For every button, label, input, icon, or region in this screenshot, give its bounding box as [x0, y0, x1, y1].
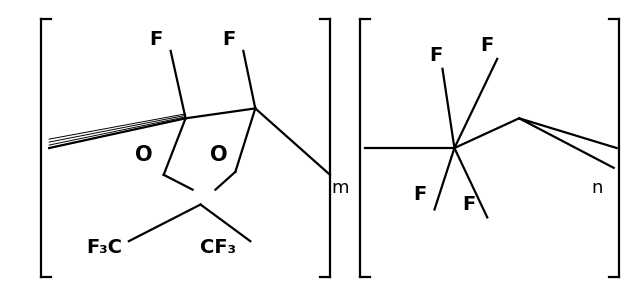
Text: F: F — [429, 46, 442, 65]
Text: CF₃: CF₃ — [200, 238, 236, 257]
Text: n: n — [591, 179, 602, 197]
Text: F: F — [481, 36, 494, 55]
Text: F: F — [222, 29, 235, 48]
Text: F₃C: F₃C — [86, 238, 122, 257]
Text: O: O — [135, 145, 152, 165]
Text: F: F — [463, 195, 476, 214]
Text: O: O — [210, 145, 227, 165]
Text: F: F — [413, 185, 426, 204]
Text: F: F — [149, 29, 163, 48]
Text: m: m — [331, 179, 349, 197]
